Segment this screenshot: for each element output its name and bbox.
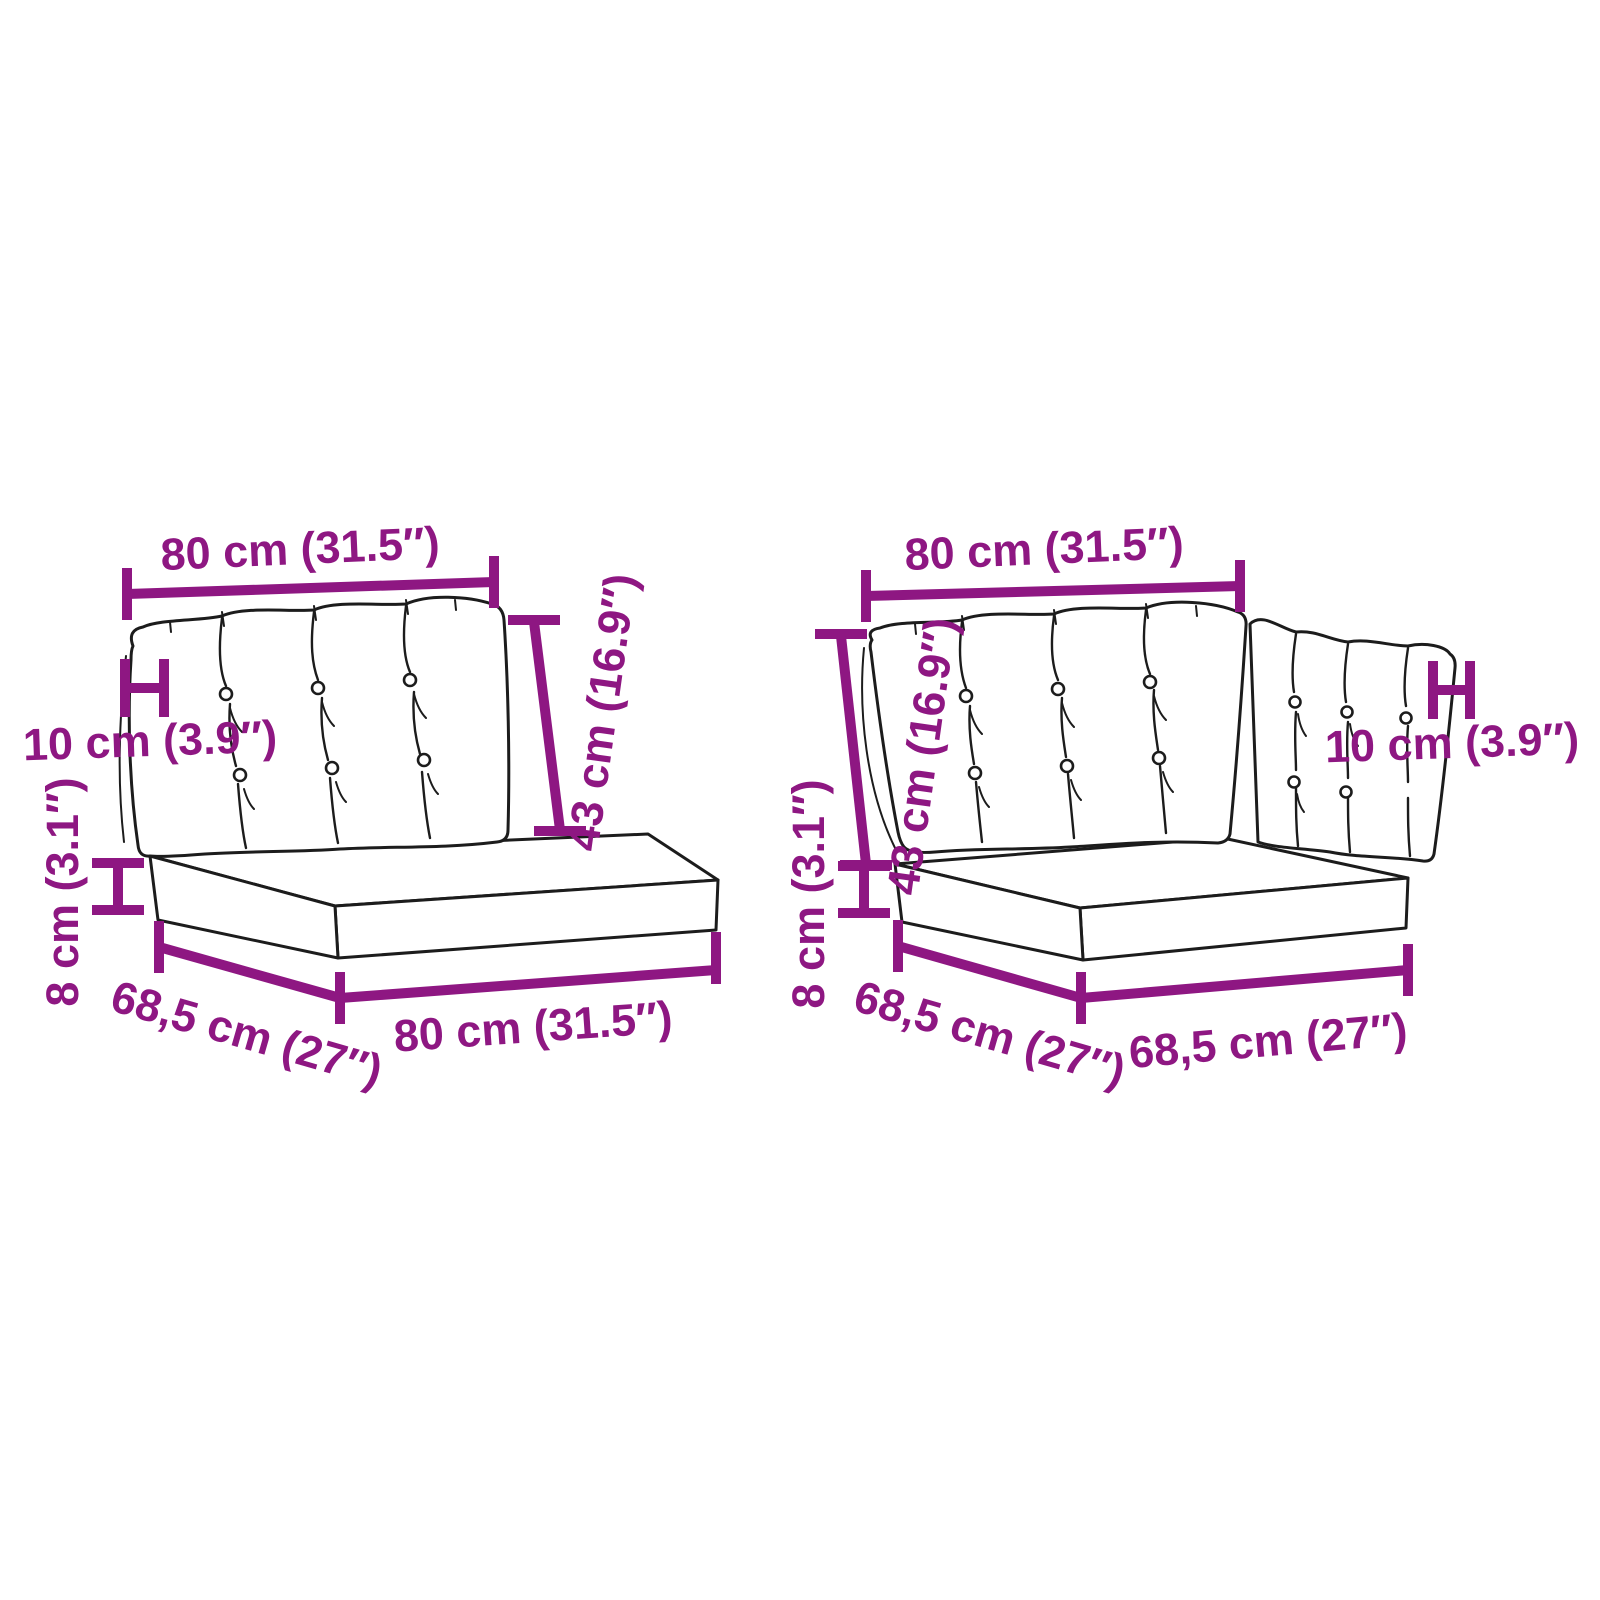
tuft-button — [1142, 674, 1158, 690]
tuft-button — [1059, 758, 1075, 774]
front-cushion-edge-detail — [861, 647, 897, 851]
tuft-button — [1050, 681, 1066, 697]
side-back-cushion-illustration — [1248, 618, 1457, 863]
dim-label-seat-width: 80 cm (31.5″) — [392, 991, 674, 1061]
dim-label-seat-thickness: 8 cm (3.1″) — [783, 779, 834, 1008]
tuft-button — [1339, 785, 1353, 799]
dim-label-seat-depth-left: 68,5 cm (27″) — [849, 970, 1131, 1096]
tuft-button — [1288, 695, 1302, 709]
tuft-button — [1399, 711, 1413, 725]
dimension-line-seat-depth-right — [1080, 965, 1409, 1003]
dimension-line-seat-width — [339, 965, 717, 1003]
tuft-button — [310, 680, 326, 696]
tuft-button — [232, 767, 248, 783]
back-cushion-outline — [127, 595, 511, 858]
tuft-button — [324, 760, 340, 776]
button-pull-marks — [1296, 713, 1359, 813]
dim-label-back-width: 80 cm (31.5″) — [903, 517, 1184, 580]
tuft-crease — [1403, 646, 1412, 858]
dimension-line-seat-depth — [157, 942, 342, 1003]
tuft-crease — [1291, 632, 1300, 848]
stitch-marks — [169, 599, 457, 633]
front-cushion-outline — [868, 600, 1248, 854]
dim-label-back-thickness: 10 cm (3.9″) — [22, 711, 278, 771]
dimension-line-back-width — [126, 577, 495, 599]
tuft-button — [958, 688, 974, 704]
tuft-button — [1340, 705, 1354, 719]
seat-front-left-face — [893, 862, 1085, 962]
front-back-cushion-illustration — [861, 600, 1248, 854]
dimension-line-back-height — [836, 635, 871, 865]
seat-cushion-illustration — [893, 836, 1410, 962]
dim-label-seat-depth: 68,5 cm (27″) — [106, 970, 388, 1096]
tuft-button — [967, 765, 983, 781]
seat-front-left-face — [148, 854, 340, 960]
back-cushion-illustration — [118, 595, 511, 858]
tuft-button — [218, 686, 234, 702]
button-pull-marks — [229, 693, 439, 810]
tuft-button — [1151, 750, 1167, 766]
tuft-button — [402, 672, 418, 688]
tuft-crease — [402, 604, 432, 840]
dimension-line-back-width — [865, 581, 1241, 601]
dim-label-seat-depth-right: 68,5 cm (27″) — [1127, 1003, 1410, 1078]
button-pull-marks — [969, 695, 1174, 808]
dimension-line-seat-depth-left — [896, 941, 1083, 1003]
diagram-corner-set: 80 cm (31.5″) 43 cm (16.9″) 10 cm (3.9″)… — [783, 517, 1580, 1097]
tuft-button — [416, 752, 432, 768]
tuft-button — [1287, 775, 1301, 789]
dim-label-back-thickness: 10 cm (3.9″) — [1324, 713, 1580, 773]
dim-label-back-height: 43 cm (16.9″) — [557, 570, 646, 854]
stitch-marks — [914, 603, 1198, 635]
diagram-two-piece-set: 80 cm (31.5″) 43 cm (16.9″) 10 cm (3.9″)… — [22, 517, 721, 1096]
dim-label-back-width: 80 cm (31.5″) — [159, 517, 440, 580]
dimension-line-back-height — [529, 621, 565, 831]
tuft-crease — [1343, 642, 1352, 854]
dim-label-seat-thickness: 8 cm (3.1″) — [37, 777, 88, 1006]
